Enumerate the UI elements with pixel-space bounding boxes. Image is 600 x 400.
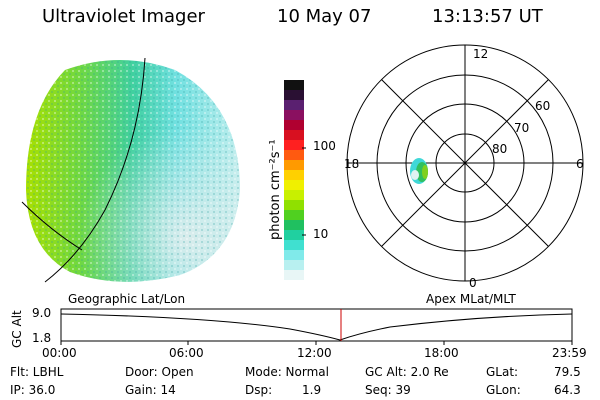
polar-plot: 12 18 6 0 60 70 80 <box>344 44 584 290</box>
ip-status: IP: 36.0 <box>10 383 56 397</box>
lat-label-60: 60 <box>535 99 550 113</box>
colorbar-swatch <box>284 240 304 251</box>
dsp-label: Dsp: <box>245 383 273 397</box>
filter-status: Flt: LBHL <box>10 365 64 379</box>
door-status: Door: Open <box>125 365 194 379</box>
gain-status: Gain: 14 <box>125 383 176 397</box>
glat-label: GLat: <box>486 365 519 379</box>
orbit-altitude-plot <box>60 308 573 345</box>
time-tick-1200: 12:00 <box>297 346 332 360</box>
colorbar-tick-10: 10 <box>313 227 329 241</box>
orbit-plot-frame <box>60 308 573 342</box>
colorbar-swatch <box>284 120 304 131</box>
seq-status: Seq: 39 <box>365 383 411 397</box>
colorbar-swatch <box>284 160 304 171</box>
colorbar-swatch <box>284 230 304 241</box>
time-tick-0000: 00:00 <box>42 346 77 360</box>
gc-alt-status: GC Alt: 2.0 Re <box>365 365 449 379</box>
colorbar-swatch <box>284 150 304 161</box>
colorbar-swatch <box>284 140 304 151</box>
mode-status: Mode: Normal <box>245 365 329 379</box>
glon-value: 64.3 <box>554 383 581 397</box>
colorbar-swatch <box>284 80 304 91</box>
colorbar-swatch <box>284 130 304 141</box>
colorbar-tick-100: 100 <box>313 139 336 153</box>
date-label: 10 May 07 <box>277 6 372 27</box>
dsp-value: 1.9 <box>302 383 322 397</box>
glon-label: GLon: <box>486 383 521 397</box>
mlt-label-dawn: 6 <box>576 157 584 171</box>
orbit-right-label: Apex MLat/MLT <box>426 292 516 306</box>
colorbar-swatch <box>284 270 304 280</box>
time-tick-1800: 18:00 <box>424 346 459 360</box>
mlt-label-dusk: 18 <box>344 157 359 171</box>
lat-label-70: 70 <box>514 121 529 135</box>
colorbar-swatch <box>284 200 304 211</box>
colorbar-swatch <box>284 220 304 231</box>
colorbar-swatch <box>284 190 304 201</box>
colorbar-swatch <box>284 100 304 111</box>
uv-geographic-image <box>21 57 240 283</box>
colorbar-swatch <box>284 110 304 121</box>
orbit-y-tick-high: 9.0 <box>32 306 52 320</box>
instrument-title: Ultraviolet Imager <box>42 6 205 27</box>
altitude-curve <box>60 313 573 341</box>
lat-label-80: 80 <box>492 142 507 156</box>
meridian-line <box>44 57 146 283</box>
glat-value: 79.5 <box>554 365 581 379</box>
colorbar-swatch <box>284 170 304 181</box>
colorbar-unit-label: photon cm⁻²s⁻¹ <box>268 139 283 240</box>
aurora-patch <box>410 158 428 184</box>
orbit-y-tick-low: 1.8 <box>32 331 52 345</box>
orbit-left-label: Geographic Lat/Lon <box>68 292 186 306</box>
mlt-label-midnight: 0 <box>469 276 477 290</box>
colorbar-swatch <box>284 250 304 261</box>
time-tick-0600: 06:00 <box>169 346 204 360</box>
time-label: 13:13:57 UT <box>432 6 543 27</box>
colorbar-swatch <box>284 260 304 271</box>
colorbar <box>284 80 306 280</box>
colorbar-swatch <box>284 210 304 221</box>
colorbar-swatch <box>284 90 304 101</box>
orbit-y-axis-label: GC Alt <box>10 310 24 348</box>
colorbar-swatch <box>284 180 304 191</box>
time-tick-2359: 23:59 <box>552 346 587 360</box>
polar-diagonal-2 <box>381 79 549 247</box>
latitude-line <box>21 201 83 251</box>
mlt-label-noon: 12 <box>473 47 488 61</box>
